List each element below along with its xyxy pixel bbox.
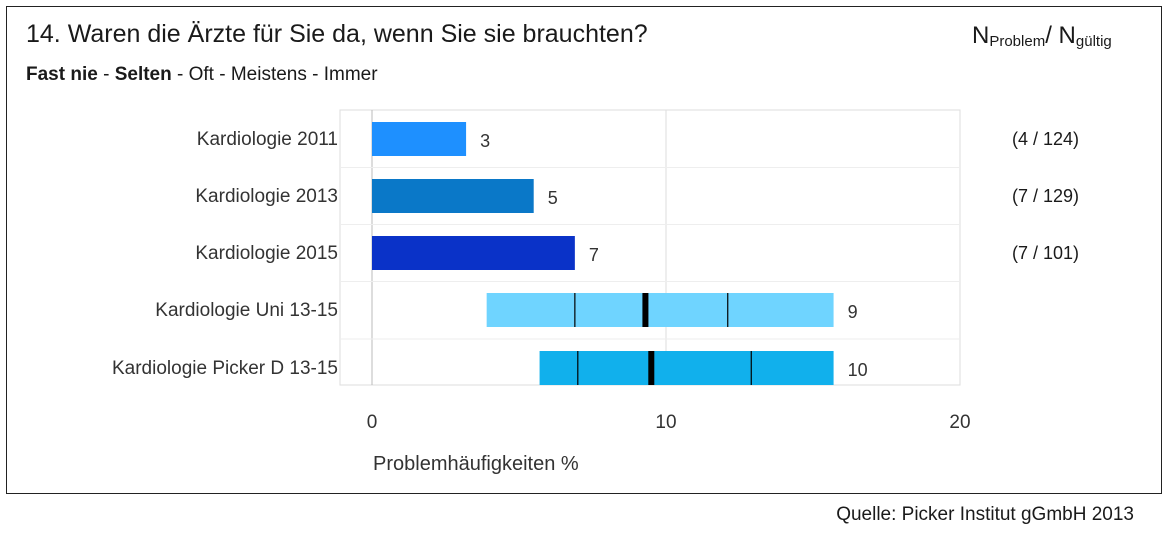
value-label: 3	[480, 131, 490, 151]
n-problem-sub: Problem	[989, 33, 1046, 50]
category-label: Kardiologie 2015	[195, 243, 338, 264]
scale-fast-nie: Fast nie	[26, 64, 98, 85]
n-gueltig-sub: gültig	[1075, 33, 1112, 50]
category-label: Kardiologie 2013	[195, 186, 338, 207]
bar-layer	[372, 122, 834, 385]
x-axis-title: Problemhäufigkeiten %	[373, 453, 579, 475]
value-label: 7	[589, 245, 599, 265]
n-slash: /	[1045, 22, 1059, 49]
bar	[372, 179, 534, 213]
median-marker	[648, 351, 655, 385]
source-note: Quelle: Picker Institut gGmbH 2013	[836, 504, 1134, 525]
label-layer: 0 10 20 Kardiologie 2011 3 (4 / 124) Kardiolog…	[112, 129, 1079, 433]
bar	[372, 122, 467, 156]
answer-scale: Fast nie - Selten - Oft - Meistens - Imm…	[26, 64, 378, 86]
scale-selten: Selten	[114, 64, 172, 85]
scale-separator: -	[97, 64, 115, 85]
range-bar	[486, 293, 834, 327]
question-title: 14. Waren die Ärzte für Sie da, wenn Sie…	[26, 20, 648, 48]
value-label: 10	[848, 360, 868, 380]
x-tick-label-20: 20	[949, 412, 970, 433]
n-count-label: (7 / 129)	[1012, 186, 1079, 206]
n-legend: NProblem/ Ngültig	[972, 22, 1112, 50]
category-label: Kardiologie Uni 13-15	[155, 300, 338, 321]
median-marker	[642, 293, 649, 327]
n-count-label: (7 / 101)	[1012, 243, 1079, 263]
value-label: 9	[848, 302, 858, 322]
n-count-label: (4 / 124)	[1012, 129, 1079, 149]
n-gueltig-main: N	[1058, 22, 1076, 49]
value-label: 5	[548, 188, 558, 208]
x-tick-label-0: 0	[367, 412, 378, 433]
category-label: Kardiologie 2011	[197, 129, 338, 150]
range-bar	[539, 351, 834, 385]
n-problem-main: N	[972, 22, 990, 49]
bar	[372, 236, 575, 270]
x-tick-label-10: 10	[655, 412, 676, 433]
scale-rest: - Oft - Meistens - Immer	[171, 64, 378, 85]
category-label: Kardiologie Picker D 13-15	[112, 358, 338, 379]
